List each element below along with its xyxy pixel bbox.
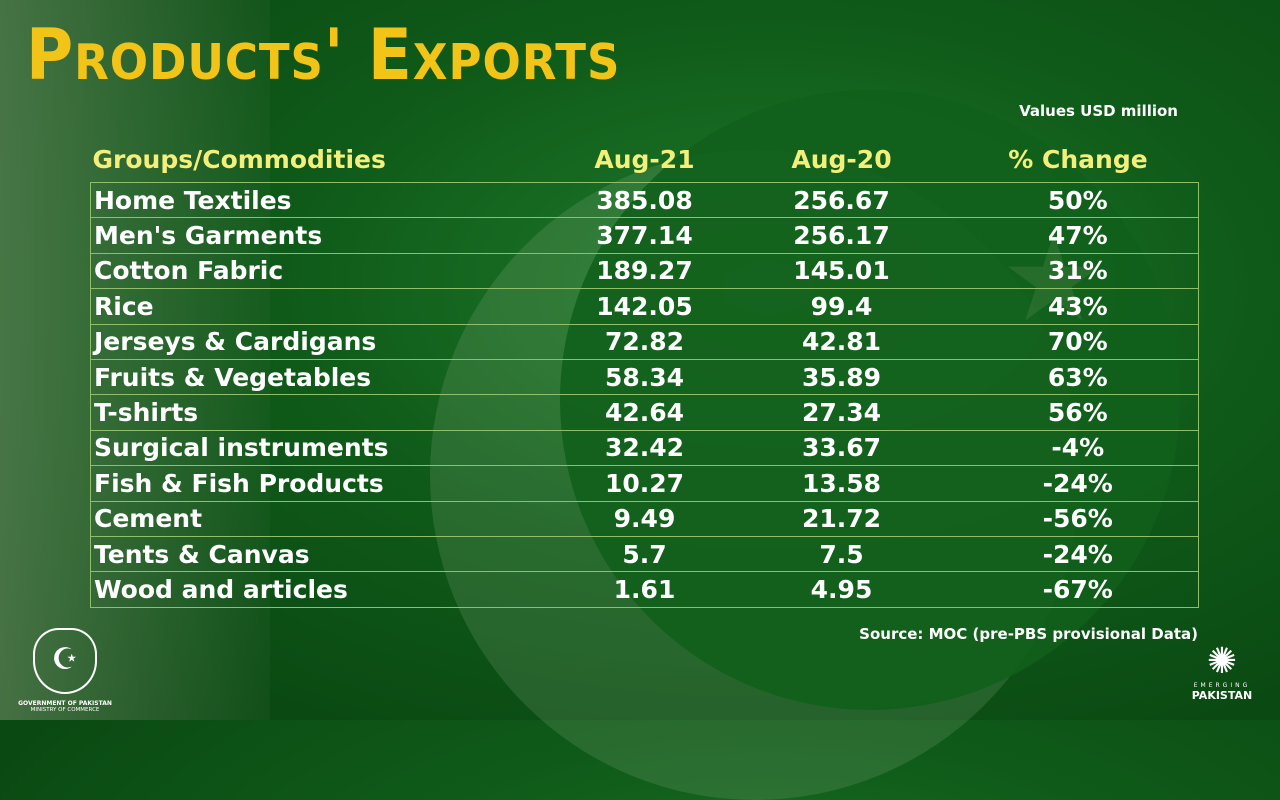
change-cell: -24% [957,535,1199,573]
aug21-cell: 72.82 [563,323,726,360]
commodity-cell: Wood and articles [90,571,564,608]
change-cell: 47% [957,217,1199,254]
emerging-pakistan-logo: ✺ EMERGING PAKISTAN [1182,641,1262,703]
aug21-cell: 32.42 [563,429,726,467]
logo-text: GOVERNMENT OF PAKISTAN [18,700,112,707]
commodity-cell: Home Textiles [90,181,564,219]
table-row: Home Textiles 385.08 256.67 50% [90,181,1199,219]
aug20-cell: 27.34 [725,394,958,431]
change-cell: 56% [957,394,1199,431]
table-row: Jerseys & Cardigans 72.82 42.81 70% [90,323,1199,360]
commodity-cell: Men's Garments [90,217,564,254]
aug20-cell: 256.67 [725,181,958,219]
column-header: % Change [1008,144,1148,174]
table-row: Tents & Canvas 5.7 7.5 -24% [90,535,1199,573]
change-cell: -56% [957,500,1199,537]
commodity-cell: Rice [90,288,564,325]
aug20-cell: 21.72 [725,500,958,537]
state-emblem-icon: ☪ [33,628,97,694]
aug21-cell: 9.49 [563,500,726,537]
aug21-cell: 58.34 [563,358,726,396]
logo-text: PAKISTAN [1191,689,1253,702]
aug20-cell: 7.5 [725,535,958,573]
change-cell: 70% [957,323,1199,360]
table-row: Fruits & Vegetables 58.34 35.89 63% [90,358,1199,396]
aug21-cell: 385.08 [563,181,726,219]
change-cell: -67% [957,571,1199,608]
aug20-cell: 256.17 [725,217,958,254]
page-title: Products' Exports [26,14,621,96]
aug20-cell: 145.01 [725,252,958,290]
aug21-cell: 142.05 [563,288,726,325]
change-cell: 50% [957,181,1199,219]
commodity-cell: T-shirts [90,394,564,431]
table-row: Men's Garments 377.14 256.17 47% [90,217,1199,254]
aug21-cell: 10.27 [563,465,726,502]
table-row: Cotton Fabric 189.27 145.01 31% [90,252,1199,290]
aug21-cell: 377.14 [563,217,726,254]
table-row: Cement 9.49 21.72 -56% [90,500,1199,537]
commodity-cell: Tents & Canvas [90,535,564,573]
exports-table: Groups/Commodities Aug-21 Aug-20 % Chang… [90,136,1199,608]
commodity-cell: Fruits & Vegetables [90,358,564,396]
table-row: Rice 142.05 99.4 43% [90,288,1199,325]
commodity-cell: Jerseys & Cardigans [90,323,564,360]
commodity-cell: Fish & Fish Products [90,465,564,502]
aug21-cell: 42.64 [563,394,726,431]
aug21-cell: 5.7 [563,535,726,573]
aug20-cell: 13.58 [725,465,958,502]
swirl-icon: ✺ [1206,641,1238,682]
change-cell: -24% [957,465,1199,502]
logo-text: MINISTRY OF COMMERCE [30,707,100,713]
change-cell: 43% [957,288,1199,325]
change-cell: 63% [957,358,1199,396]
table-row: T-shirts 42.64 27.34 56% [90,394,1199,431]
aug20-cell: 35.89 [725,358,958,396]
aug20-cell: 33.67 [725,429,958,467]
aug20-cell: 99.4 [725,288,958,325]
aug21-cell: 189.27 [563,252,726,290]
change-cell: 31% [957,252,1199,290]
column-header: Aug-20 [791,144,892,174]
units-note: Values USD million [1019,102,1178,120]
table-row: Surgical instruments 32.42 33.67 -4% [90,429,1199,467]
change-cell: -4% [957,429,1199,467]
commodity-cell: Surgical instruments [90,429,564,467]
commodity-cell: Cotton Fabric [90,252,564,290]
table-row: Fish & Fish Products 10.27 13.58 -24% [90,465,1199,502]
column-header: Aug-21 [594,144,695,174]
aug21-cell: 1.61 [563,571,726,608]
table-row: Wood and articles 1.61 4.95 -67% [90,571,1199,608]
aug20-cell: 42.81 [725,323,958,360]
column-header: Groups/Commodities [92,144,386,174]
commodity-cell: Cement [90,500,564,537]
table-header-row: Groups/Commodities Aug-21 Aug-20 % Chang… [91,136,1199,183]
ministry-of-commerce-logo: ☪ GOVERNMENT OF PAKISTAN MINISTRY OF COM… [10,628,120,713]
source-note: Source: MOC (pre-PBS provisional Data) [859,625,1198,643]
aug20-cell: 4.95 [725,571,958,608]
logo-text: EMERGING [1193,682,1251,689]
